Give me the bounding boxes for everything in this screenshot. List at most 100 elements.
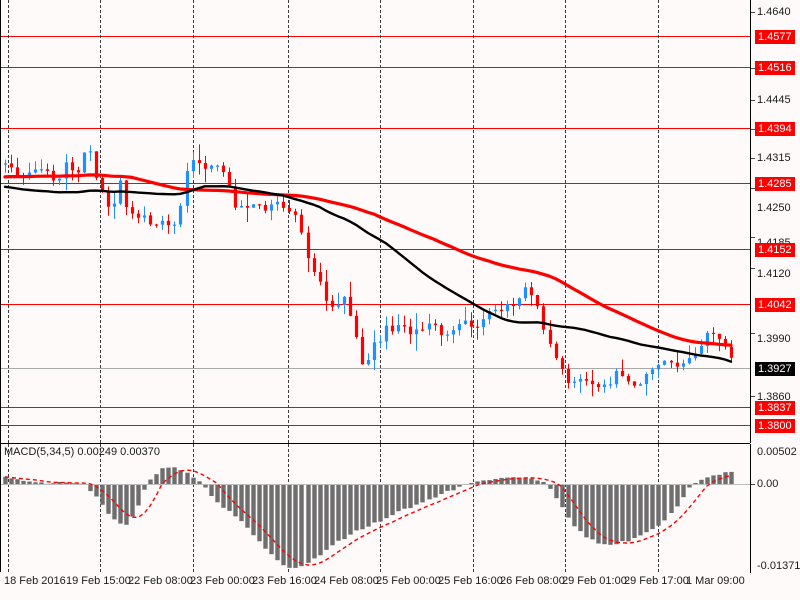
macd-histogram-bar — [572, 484, 577, 527]
macd-histogram-bar — [729, 471, 734, 484]
macd-histogram-bar — [27, 481, 32, 484]
candle-body — [293, 211, 298, 215]
macd-histogram-bar — [318, 484, 323, 556]
tick-label-1-3860: 1.3860 — [757, 391, 791, 403]
macd-histogram-bar — [372, 484, 377, 523]
level-line-1-4152 — [0, 249, 750, 250]
macd-histogram-bar — [620, 484, 625, 542]
macd-histogram-bar — [402, 484, 407, 509]
gridline-v-5 — [473, 0, 474, 443]
candle-body — [457, 324, 462, 331]
macd-histogram-bar — [281, 484, 286, 566]
level-badge-1-4042[interactable]: 1.4042 — [755, 298, 795, 312]
macd-histogram-bar — [160, 468, 165, 484]
macd-histogram-bar — [336, 484, 341, 541]
macd-histogram-bar — [445, 484, 450, 491]
tick-label-1-4445: 1.4445 — [757, 94, 791, 106]
macd-histogram-bar — [433, 484, 438, 498]
macd-histogram-bar — [130, 484, 135, 517]
current-price-badge[interactable]: 1.3927 — [755, 362, 795, 376]
macd-histogram-bar — [366, 484, 371, 527]
candle-body — [239, 206, 244, 208]
time-axis[interactable]: 18 Feb 2016 19 Feb 15:00 22 Feb 08:00 23… — [0, 572, 750, 600]
candle-body — [233, 186, 238, 208]
candle-body — [729, 346, 734, 358]
macd-histogram-bar — [106, 484, 111, 514]
macd-histogram-bar — [21, 480, 26, 484]
candle-body — [106, 191, 111, 207]
time-label-1: 19 Feb 15:00 — [66, 575, 131, 587]
gridline-v-2 — [193, 0, 194, 443]
macd-tick-mark-zero — [751, 484, 755, 485]
macd-histogram-bar — [693, 483, 698, 484]
candle-body — [463, 320, 468, 325]
macd-histogram-bar — [57, 481, 62, 484]
macd-histogram-bar — [124, 484, 129, 525]
macd-histogram-bar — [554, 484, 559, 499]
time-label-10: 29 Feb 17:00 — [624, 575, 689, 587]
level-badge-1-4152[interactable]: 1.4152 — [755, 243, 795, 257]
moving-average-fast-line — [3, 173, 733, 347]
gridline-v-6 — [565, 0, 566, 443]
candle-body — [287, 207, 292, 212]
candle-body — [39, 169, 44, 171]
candle-body — [529, 287, 534, 295]
level-line-1-4394 — [0, 128, 750, 129]
candle-body — [487, 311, 492, 320]
macd-histogram-bar — [324, 484, 329, 550]
macd-tick-label-top: 0.00502 — [757, 446, 797, 458]
macd-histogram-bar — [100, 484, 105, 505]
candle-body — [693, 353, 698, 359]
macd-histogram-bar — [396, 484, 401, 512]
candle-body — [566, 369, 571, 383]
tick-label-1-4640: 1.4640 — [757, 6, 791, 18]
macd-histogram-bar — [566, 484, 571, 518]
macd-histogram-bar — [511, 477, 516, 484]
tick-mark-1-4380 — [751, 129, 755, 130]
tick-mark-1-4250 — [751, 188, 755, 189]
level-badge-1-4516[interactable]: 1.4516 — [755, 61, 795, 75]
macd-histogram-bar — [330, 484, 335, 546]
macd-histogram-bar — [626, 484, 631, 542]
macd-gridline-v-5 — [473, 444, 474, 572]
candle-body — [650, 369, 655, 374]
level-badge-1-4285[interactable]: 1.4285 — [755, 177, 795, 191]
macd-histogram-bar — [699, 479, 704, 484]
price-series-canvas — [3, 144, 734, 397]
macd-histogram-bar — [560, 484, 565, 508]
macd-histogram-bar — [245, 484, 250, 528]
candle-body — [100, 177, 105, 191]
candle-body — [451, 330, 456, 335]
level-badge-1-4577[interactable]: 1.4577 — [755, 30, 795, 44]
candle-body — [378, 341, 383, 343]
candle-body — [554, 343, 559, 359]
level-badge-1-3837[interactable]: 1.3837 — [755, 401, 795, 415]
macd-histogram-bar — [608, 484, 613, 545]
macd-histogram-bar — [705, 477, 710, 484]
macd-histogram-bar — [548, 484, 553, 489]
macd-histogram-bar — [584, 484, 589, 538]
gridline-v-3 — [288, 0, 289, 443]
macd-histogram-bar — [191, 477, 196, 484]
candle-body — [191, 160, 196, 172]
macd-histogram-bar — [70, 483, 75, 485]
macd-histogram-bar — [215, 484, 220, 503]
macd-histogram-bar — [275, 484, 280, 561]
candle-body — [445, 334, 450, 336]
candle-body — [142, 215, 147, 218]
macd-histogram-bar — [239, 484, 244, 522]
candle-body — [396, 325, 401, 332]
price-chart-panel[interactable] — [0, 0, 750, 443]
level-badge-1-3800[interactable]: 1.3800 — [755, 419, 795, 433]
macd-indicator-panel[interactable] — [0, 444, 750, 572]
macd-histogram-bar — [578, 484, 583, 532]
macd-histogram-bar — [88, 484, 93, 492]
level-badge-1-4394[interactable]: 1.4394 — [755, 122, 795, 136]
macd-histogram-bar — [451, 484, 456, 491]
macd-histogram-bar — [541, 482, 546, 484]
candle-body — [82, 152, 87, 173]
macd-histogram-bar — [136, 484, 141, 506]
macd-histogram-bar — [493, 479, 498, 484]
macd-histogram-bar — [172, 467, 177, 484]
candle-body — [578, 379, 583, 382]
